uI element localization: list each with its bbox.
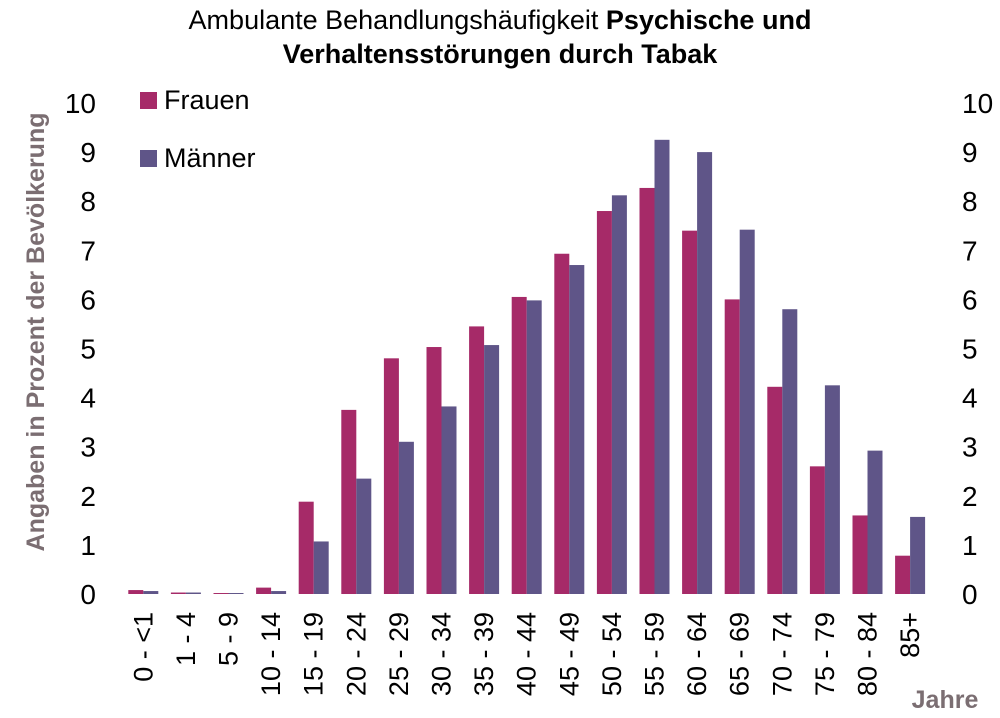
x-tick-1: 1 - 4: [171, 612, 201, 666]
bar-frauen-5: [341, 409, 357, 595]
y-tick-right-1: 1: [962, 530, 978, 561]
y-tick-left-0: 0: [80, 579, 96, 610]
bar-maenner-14: [739, 229, 755, 594]
bar-maenner-18: [910, 516, 926, 594]
bar-maenner-1: [185, 592, 201, 594]
x-tick-9: 40 - 44: [512, 612, 542, 696]
y-tick-right-0: 0: [962, 579, 978, 610]
bar-maenner-15: [782, 309, 798, 594]
x-tick-3: 10 - 14: [256, 612, 286, 696]
y-tick-left-8: 8: [80, 186, 96, 217]
bar-maenner-10: [569, 265, 585, 594]
bar-frauen-3: [256, 587, 272, 594]
x-tick-10: 45 - 49: [554, 612, 584, 696]
bar-frauen-12: [639, 187, 655, 594]
bar-maenner-16: [824, 385, 840, 594]
bar-frauen-2: [213, 593, 229, 594]
chart-title-line-1: Ambulante Behandlungshäufigkeit Psychisc…: [0, 4, 1000, 36]
y-tick-right-9: 9: [962, 137, 978, 168]
bar-frauen-15: [767, 386, 783, 594]
y-tick-left-6: 6: [80, 284, 96, 315]
y-tick-right-7: 7: [962, 235, 978, 266]
bar-maenner-6: [398, 441, 414, 594]
x-axis-label: Jahre: [912, 686, 979, 714]
y-tick-left-2: 2: [80, 481, 96, 512]
bar-frauen-9: [511, 296, 527, 594]
y-tick-right-10: 10: [962, 88, 993, 119]
x-tick-15: 70 - 74: [767, 612, 797, 696]
x-tick-0: 0 - <1: [128, 612, 158, 682]
y-axis-right-ticks: 0 1 2 3 4 5 6 7 8 9 10: [962, 88, 993, 610]
x-tick-2: 5 - 9: [214, 612, 244, 666]
bar-maenner-3: [271, 591, 287, 594]
bar-maenner-17: [867, 450, 883, 594]
bar-frauen-16: [809, 466, 825, 594]
chart-title-bold-1: Psychische und: [605, 5, 812, 35]
bar-maenner-13: [697, 152, 713, 594]
bar-maenner-8: [484, 345, 500, 594]
bar-maenner-11: [611, 195, 627, 594]
bar-maenner-0: [143, 591, 159, 594]
x-tick-4: 15 - 19: [299, 612, 329, 696]
x-tick-8: 35 - 39: [469, 612, 499, 696]
chart-title-regular: Ambulante Behandlungshäufigkeit: [188, 5, 606, 35]
bar-maenner-9: [526, 300, 542, 594]
y-tick-left-3: 3: [80, 432, 96, 463]
x-tick-5: 20 - 24: [341, 612, 371, 696]
x-tick-17: 80 - 84: [853, 612, 883, 696]
x-tick-14: 65 - 69: [725, 612, 755, 696]
bar-maenner-12: [654, 139, 670, 594]
legend-swatch-frauen: [140, 92, 157, 109]
y-axis-label: Angaben in Prozent der Bevölkerung: [22, 113, 50, 552]
legend-label-frauen: Frauen: [164, 85, 250, 115]
y-tick-left-9: 9: [80, 137, 96, 168]
chart-title-line-2: Verhaltensstörungen durch Tabak: [282, 39, 718, 69]
y-tick-left-1: 1: [80, 530, 96, 561]
x-tick-6: 25 - 29: [384, 612, 414, 696]
bar-maenner-7: [441, 406, 457, 594]
y-tick-right-4: 4: [962, 383, 978, 414]
bar-maenner-2: [228, 593, 244, 594]
bar-frauen-14: [724, 299, 740, 594]
bar-frauen-17: [852, 515, 868, 594]
y-tick-right-2: 2: [962, 481, 978, 512]
x-tick-12: 55 - 59: [640, 612, 670, 696]
bar-maenner-4: [313, 541, 329, 594]
y-tick-right-8: 8: [962, 186, 978, 217]
y-tick-left-4: 4: [80, 383, 96, 414]
bar-frauen-11: [596, 211, 612, 594]
x-axis-ticks: 0 - <1 1 - 4 5 - 9 10 - 14 15 - 19 20 - 24 25 …: [128, 612, 925, 696]
x-tick-18: 85+: [895, 612, 925, 658]
bar-frauen-6: [383, 358, 399, 594]
y-axis-left-ticks: 0 1 2 3 4 5 6 7 8 9 10: [65, 88, 96, 610]
y-tick-right-6: 6: [962, 284, 978, 315]
legend: Frauen Männer: [140, 85, 256, 173]
bar-frauen-1: [170, 592, 186, 594]
bars-group: [128, 139, 926, 595]
x-tick-13: 60 - 64: [682, 612, 712, 696]
x-tick-11: 50 - 54: [597, 612, 627, 696]
bar-frauen-7: [426, 347, 442, 594]
legend-swatch-maenner: [140, 150, 157, 167]
bar-frauen-13: [682, 230, 698, 594]
bar-frauen-18: [895, 555, 911, 594]
y-tick-left-5: 5: [80, 334, 96, 365]
bar-frauen-10: [554, 253, 570, 595]
y-tick-left-7: 7: [80, 235, 96, 266]
bar-frauen-8: [469, 326, 485, 594]
y-tick-right-3: 3: [962, 432, 978, 463]
bar-maenner-5: [356, 478, 372, 594]
x-tick-16: 75 - 79: [810, 612, 840, 696]
x-tick-7: 30 - 34: [427, 612, 457, 696]
bar-frauen-4: [298, 501, 314, 594]
y-tick-right-5: 5: [962, 334, 978, 365]
y-tick-left-10: 10: [65, 88, 96, 119]
bar-frauen-0: [128, 590, 144, 594]
legend-label-maenner: Männer: [164, 143, 256, 173]
